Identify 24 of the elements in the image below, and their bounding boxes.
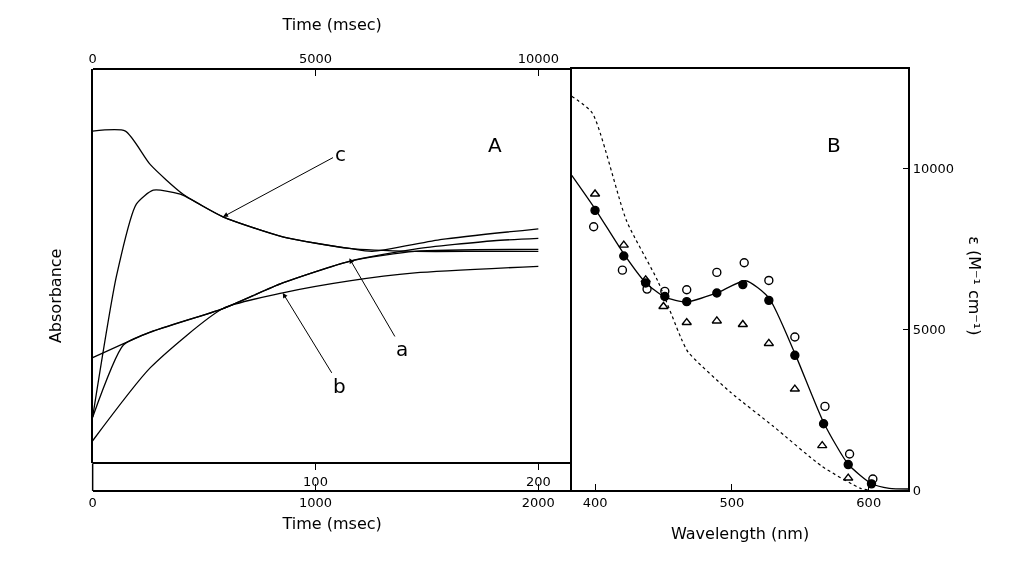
x-tick-label: 1000 bbox=[298, 495, 333, 511]
x2-tick-label: 0 bbox=[88, 51, 97, 67]
annotation: B bbox=[827, 133, 841, 157]
x-tick-label: 2000 bbox=[521, 495, 555, 511]
annotation: b bbox=[333, 374, 346, 398]
text: 200 bbox=[525, 473, 551, 489]
y-tick-label: 0 bbox=[912, 482, 922, 498]
x-tick-label: 500 bbox=[719, 495, 745, 511]
x2-tick-label: 5000 bbox=[298, 51, 333, 67]
x-axis-title: Wavelength (nm) bbox=[670, 523, 810, 543]
x2-tick-label: 10000 bbox=[517, 51, 560, 67]
x-tick-label: 600 bbox=[856, 495, 882, 511]
y-tick-label: 5000 bbox=[912, 321, 946, 337]
x2-axis-title: Time (msec) bbox=[281, 15, 382, 35]
y-axis-title: Absorbance bbox=[45, 248, 65, 344]
x-tick-label: 0 bbox=[88, 495, 97, 511]
x-axis-title: Time (msec) bbox=[281, 514, 382, 534]
annotation: A bbox=[488, 133, 502, 157]
x-tick-label: 400 bbox=[582, 495, 608, 511]
annotation: c bbox=[335, 142, 346, 166]
annotation: a bbox=[396, 337, 409, 361]
text: 100 bbox=[303, 473, 328, 489]
y-tick-label: 10000 bbox=[912, 161, 955, 177]
y-axis-title: ε (M⁻¹ cm⁻¹) bbox=[964, 236, 984, 336]
